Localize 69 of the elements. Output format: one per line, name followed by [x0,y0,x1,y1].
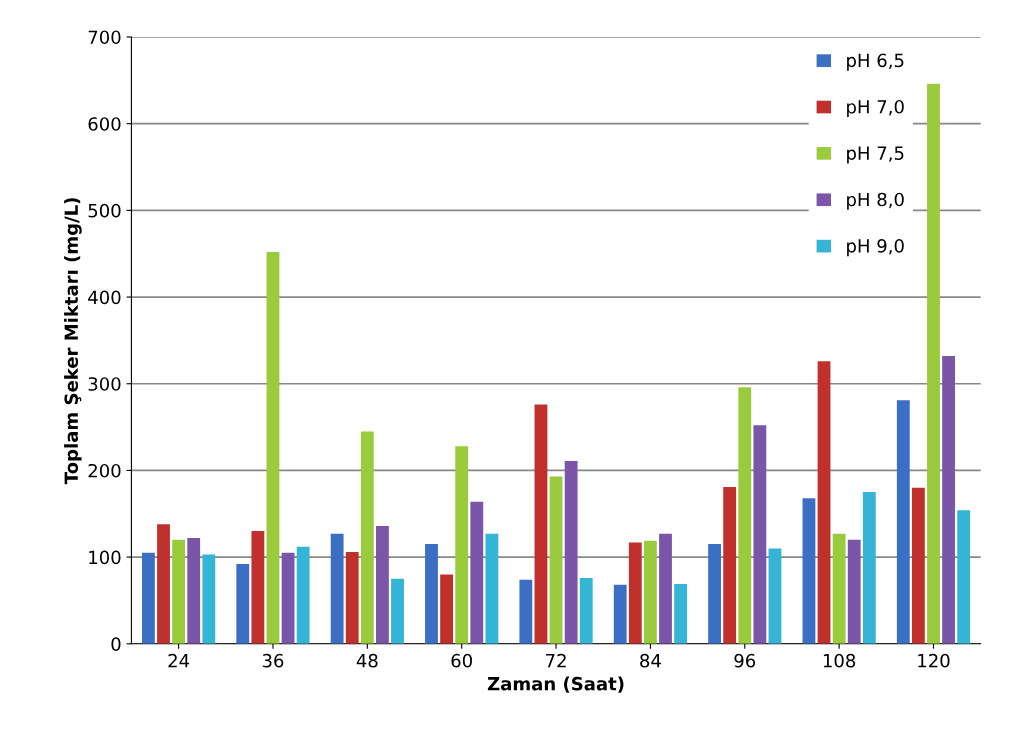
bar [832,533,846,644]
bar [723,486,737,644]
bar [345,551,359,644]
bar [659,533,672,644]
bar [470,501,484,644]
bar [628,542,642,644]
y-tick-label: 400 [88,290,121,305]
bar [927,83,940,644]
bar [817,361,831,644]
legend-label: pH 7,5 [847,146,904,164]
bar [549,476,563,644]
y-tick-label: 100 [89,550,121,565]
bar [202,554,216,644]
bar [613,584,627,644]
bar [643,540,657,644]
bar [330,533,344,644]
bar [708,544,721,644]
bar [187,538,201,644]
y-tick-label: 0 [111,637,121,651]
legend-label: pH 6,5 [847,53,904,71]
bar [251,531,265,644]
x-tick-label: 84 [640,653,661,668]
bar [360,431,374,644]
bar [564,460,578,644]
legend-label: pH 8,0 [847,192,904,210]
bar [896,400,910,644]
bar [674,583,688,644]
bar [391,578,404,644]
bar [534,404,548,644]
y-tick-label: 300 [88,377,121,391]
bar [157,524,170,644]
y-tick-label: 200 [88,463,121,478]
bar [440,574,454,644]
bar [236,564,250,644]
x-tick-label: 48 [356,653,378,668]
x-tick-label: 60 [451,653,472,668]
bar [911,487,925,644]
bar [942,356,955,644]
bar [802,498,816,644]
bar [768,548,782,644]
x-tick-label: 120 [918,653,950,668]
bar [142,552,155,644]
x-tick-label: 72 [546,653,566,668]
bar [455,446,469,644]
y-tick-label: 700 [88,30,121,45]
x-tick-label: 36 [262,653,284,668]
x-tick-label: 108 [823,653,856,668]
legend-label: pH 7,0 [847,99,904,118]
y-tick-label: 500 [88,203,121,218]
x-tick-label: 24 [168,653,190,668]
y-tick-label: 600 [88,117,121,131]
legend-label: pH 9,0 [847,239,904,257]
bar [425,544,438,644]
bar [266,251,280,644]
y-axis-title: Toplam Şeker Miktarı (mg/L) [64,198,82,485]
bar [753,425,767,644]
bar [519,579,533,644]
bar [579,577,593,644]
bar [485,533,499,644]
bar [281,552,295,644]
x-axis-title: Zaman (Saat) [487,676,624,693]
bar [296,546,310,644]
x-tick-label: 96 [734,653,756,668]
bar [847,539,861,644]
bar [957,510,971,644]
bar [376,525,389,644]
bar [172,539,186,644]
bar [738,387,752,644]
bar [862,492,876,644]
